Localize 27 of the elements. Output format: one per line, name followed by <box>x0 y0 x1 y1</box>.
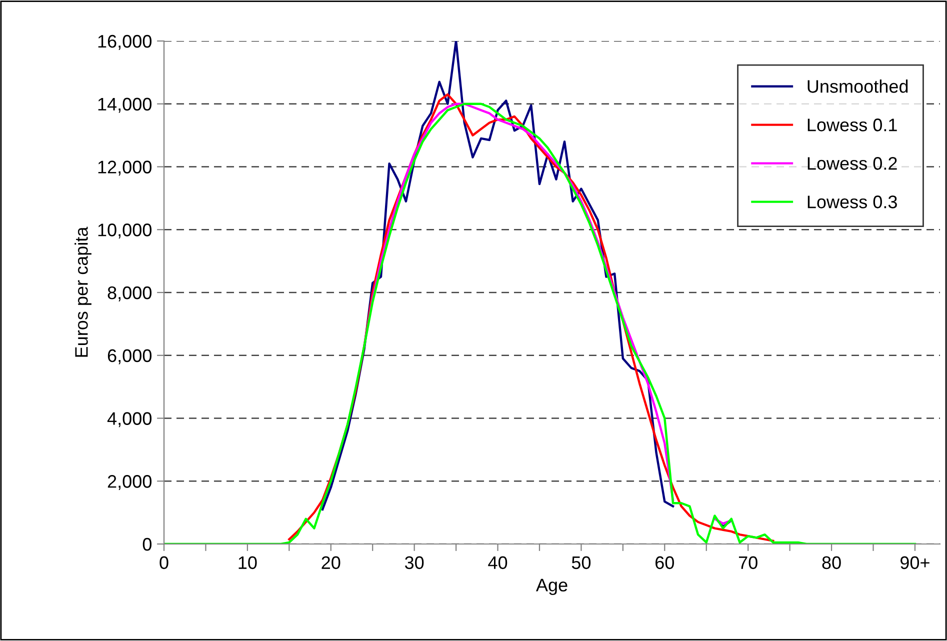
legend-label: Lowess 0.1 <box>808 118 897 132</box>
y-tick-label: 2,000 <box>108 475 152 490</box>
x-tick-label: 60 <box>656 556 674 570</box>
y-tick-label: 14,000 <box>98 98 152 113</box>
x-tick-label: 70 <box>738 556 758 570</box>
x-tick-label: 40 <box>488 556 508 570</box>
legend-label: Lowess 0.3 <box>808 196 897 208</box>
y-tick-label: 8,000 <box>108 286 152 302</box>
line-series <box>164 102 916 544</box>
y-tick-label: 10,000 <box>98 224 152 238</box>
y-tick-label: 0 <box>142 538 152 551</box>
x-tick-label: 20 <box>322 556 340 570</box>
x-tick-label: 80 <box>822 556 841 570</box>
x-axis-title: Age <box>536 578 568 596</box>
x-tick-label: 50 <box>572 556 591 570</box>
legend-label: Lowess 0.2 <box>808 157 897 170</box>
x-tick-label: 90+ <box>900 556 930 570</box>
line-series <box>288 93 774 542</box>
y-tick-label: 4,000 <box>107 412 152 428</box>
x-tick-label: 30 <box>404 556 424 570</box>
y-tick-label: 12,000 <box>98 160 152 176</box>
x-tick-label: 0 <box>160 556 168 570</box>
y-axis-title: Euros per capita <box>74 226 92 357</box>
y-tick-label: 16,000 <box>98 34 152 50</box>
y-tick-label: 6,000 <box>108 349 152 364</box>
legend-label: Unsmoothed <box>808 80 908 93</box>
x-tick-label: 10 <box>238 556 257 570</box>
